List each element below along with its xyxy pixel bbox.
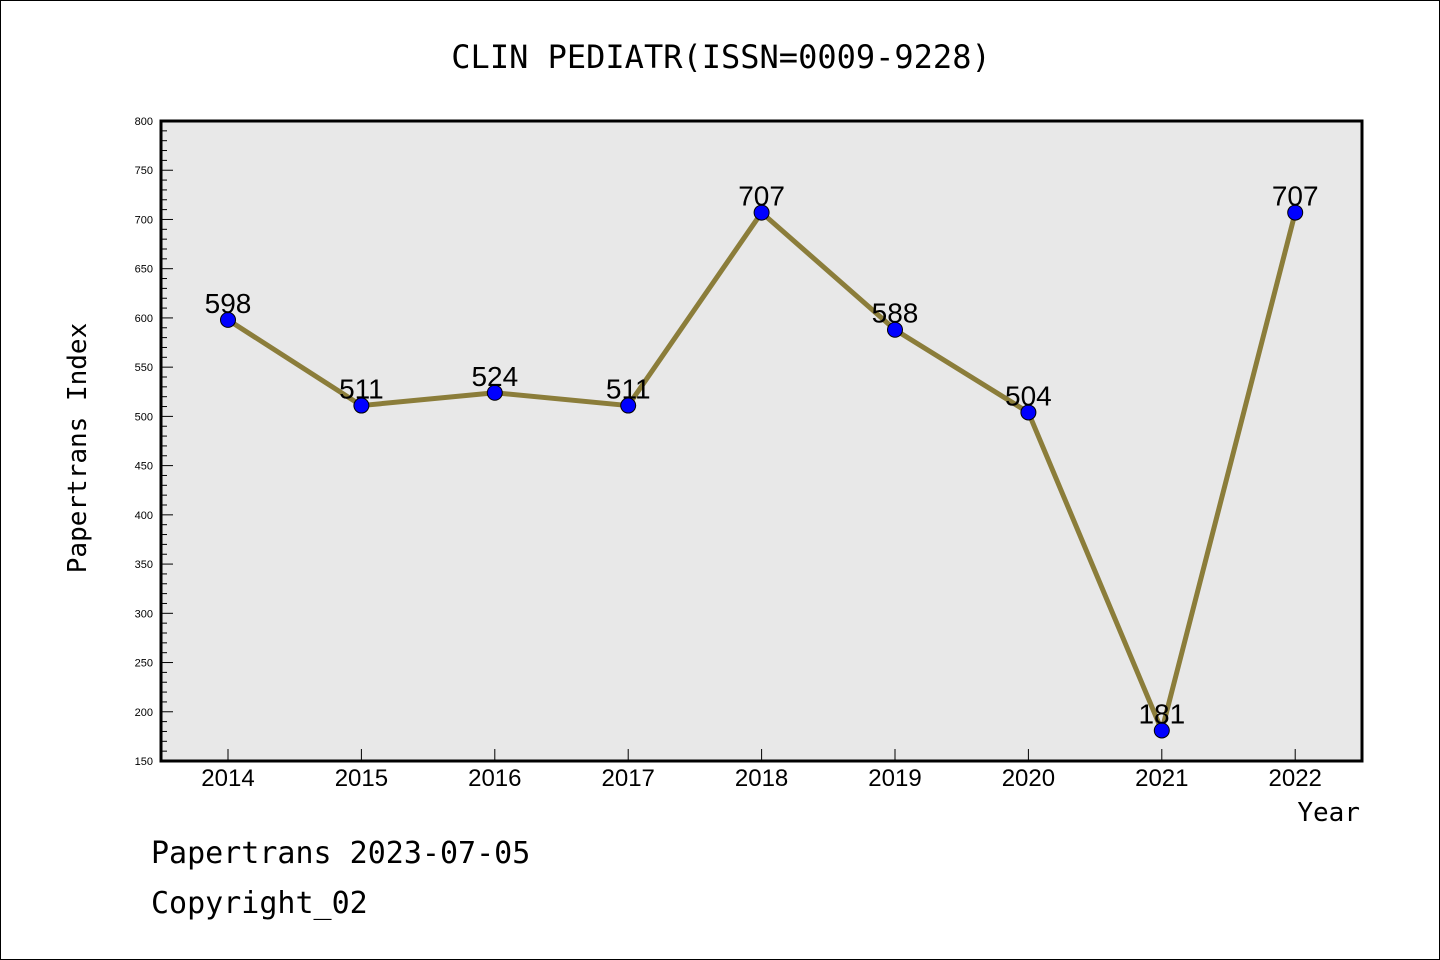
data-label-2016: 524 (471, 361, 518, 392)
x-tick-label: 2015 (335, 765, 388, 792)
y-tick-label: 800 (135, 116, 153, 128)
data-point-2021 (1153, 722, 1170, 739)
data-label-2022: 707 (1272, 181, 1319, 212)
data-point-2017 (620, 397, 637, 414)
data-label-2021: 181 (1138, 698, 1185, 729)
footer-copyright: Copyright_02 (151, 886, 368, 921)
data-label-2020: 504 (1005, 380, 1052, 411)
x-axis-label: Year (1297, 798, 1360, 828)
data-point-2014 (220, 311, 236, 328)
data-point-2022 (1287, 204, 1304, 221)
data-point-2019 (887, 321, 903, 338)
x-tick-label: 2021 (1135, 765, 1188, 792)
series-markers (220, 204, 1304, 739)
y-tick-label: 250 (135, 658, 153, 670)
y-tick-label: 400 (135, 510, 153, 522)
x-tick-label: 2014 (201, 765, 254, 792)
plot-border (159, 119, 1364, 763)
data-label-2014: 598 (205, 288, 252, 319)
y-tick-label: 650 (135, 264, 153, 276)
x-axis: 2014 2015 2016 2017 2018 2019 2020 2021 2022 (201, 749, 1322, 792)
x-tick-label: 2018 (735, 765, 788, 792)
data-label-2018: 707 (738, 181, 785, 212)
y-tick-label: 550 (135, 362, 153, 374)
y-tick-label: 200 (135, 707, 153, 719)
y-tick-label: 300 (135, 608, 153, 620)
y-tick-label: 600 (135, 313, 153, 325)
data-label-2017: 511 (606, 374, 651, 405)
data-label-2015: 511 (339, 374, 384, 405)
x-tick-label: 2016 (468, 765, 521, 792)
data-point-2020 (1020, 404, 1037, 421)
data-point-2015 (353, 397, 370, 414)
x-tick-label: 2020 (1002, 765, 1055, 792)
data-point-2018 (753, 204, 770, 221)
y-tick-label: 150 (135, 756, 153, 768)
data-labels: 598 511 524 511 707 588 504 181 707 (205, 181, 1319, 730)
x-tick-label: 2019 (868, 765, 921, 792)
chart-title: CLIN PEDIATR(ISSN=0009-9228) (451, 38, 990, 76)
x-tick-label: 2022 (1269, 765, 1322, 792)
footer-source-date: Papertrans 2023-07-05 (151, 836, 531, 871)
y-tick-label: 750 (135, 165, 153, 177)
data-point-2016 (486, 384, 503, 401)
y-tick-label: 450 (135, 461, 153, 473)
plot-area (161, 121, 1362, 761)
data-label-2019: 588 (872, 298, 919, 329)
y-axis: 150 200 250 300 350 400 450 500 550 600 650 700 750 8… (135, 116, 173, 768)
y-axis-label: Papertrans Index (63, 323, 93, 573)
y-tick-label: 350 (135, 559, 153, 571)
x-tick-label: 2017 (602, 765, 655, 792)
y-tick-label: 500 (135, 411, 153, 423)
y-tick-label: 700 (135, 214, 153, 226)
